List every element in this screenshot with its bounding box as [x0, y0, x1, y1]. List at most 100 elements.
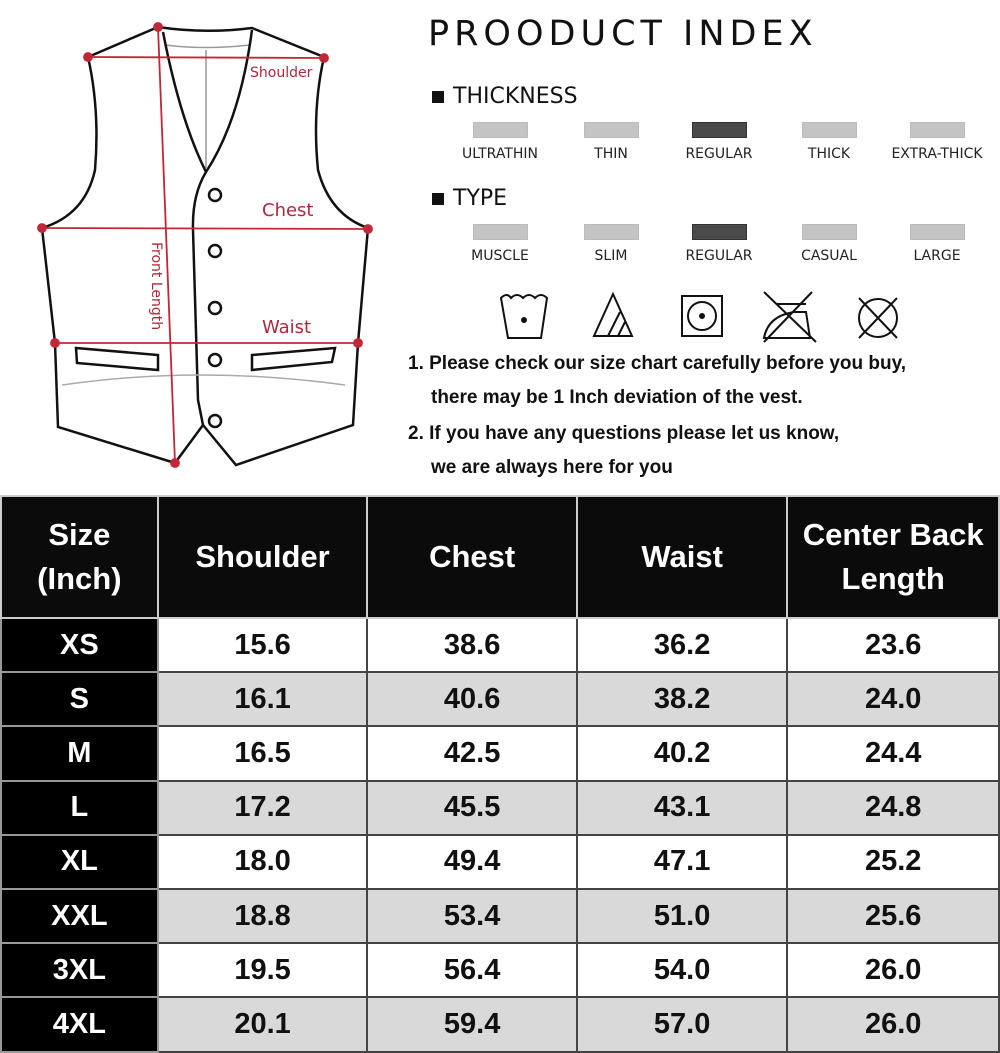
value-cell: 47.1: [575, 833, 789, 890]
type-label: TYPE: [453, 186, 508, 211]
value-cell: 17.2: [156, 779, 369, 836]
value-cell: 20.1: [156, 996, 369, 1053]
hand-wash-icon: [499, 294, 549, 339]
front-length-label: Front Length: [148, 242, 164, 330]
table-row: S 16.1 40.6 38.2 24.0: [0, 671, 1000, 728]
swatch: [801, 122, 857, 138]
value-cell: 16.1: [156, 671, 369, 728]
value-cell: 40.6: [366, 671, 578, 728]
value-cell: 36.2: [575, 616, 789, 674]
size-cell: 3XL: [0, 942, 159, 999]
swatch: [909, 224, 965, 240]
swatch: [472, 224, 528, 240]
value-cell: 25.6: [786, 887, 1000, 945]
value-cell: 25.2: [786, 833, 1000, 890]
column-header: Shoulder: [156, 495, 369, 619]
option-label: THIN: [594, 146, 628, 162]
value-cell: 38.6: [366, 616, 578, 674]
type-option: LARGE: [882, 224, 992, 264]
column-header: Size (Inch): [0, 495, 159, 619]
swatch: [909, 122, 965, 138]
value-cell: 43.1: [575, 779, 789, 836]
table-row: 4XL 20.1 59.4 57.0 26.0: [0, 996, 1000, 1053]
size-cell: S: [0, 671, 159, 728]
value-cell: 49.4: [366, 833, 578, 890]
thickness-option: ULTRATHIN: [445, 122, 555, 162]
value-cell: 16.5: [156, 725, 369, 782]
thickness-heading: THICKNESS: [432, 84, 578, 109]
value-cell: 23.6: [786, 616, 1000, 674]
tumble-dry-icon: [681, 295, 723, 337]
value-cell: 19.5: [156, 942, 369, 999]
waist-label: Waist: [262, 317, 311, 338]
note-1: 1. Please check our size chart carefully…: [408, 353, 907, 374]
option-label: CASUAL: [801, 248, 857, 264]
size-chart-table: Size (Inch) Shoulder Chest Waist Center Back L…: [0, 495, 1000, 1053]
value-cell: 59.4: [366, 996, 578, 1053]
thickness-option: THICK: [774, 122, 884, 162]
table-row: XS 15.6 38.6 36.2 23.6: [0, 616, 1000, 674]
table-row: M 16.5 42.5 40.2 24.4: [0, 725, 1000, 782]
swatch: [472, 122, 528, 138]
thickness-option: REGULAR: [664, 122, 774, 162]
value-cell: 40.2: [575, 725, 789, 782]
table-row: XXL 18.8 53.4 51.0 25.6: [0, 887, 1000, 945]
option-label: EXTRA-THICK: [891, 146, 983, 162]
type-option: CASUAL: [774, 224, 884, 264]
value-cell: 57.0: [575, 996, 789, 1053]
do-not-iron-icon: [762, 291, 817, 343]
option-label: REGULAR: [685, 248, 753, 264]
type-option: MUSCLE: [445, 224, 555, 264]
value-cell: 54.0: [575, 942, 789, 999]
vest-diagram: Shoulder Chest Waist Front Length: [37, 22, 373, 468]
column-header: Waist: [575, 495, 789, 619]
swatch: [583, 122, 639, 138]
type-option: SLIM: [556, 224, 666, 264]
value-cell: 15.6: [156, 616, 369, 674]
column-header: Center Back Length: [786, 495, 1000, 619]
value-cell: 26.0: [786, 942, 1000, 999]
size-cell: M: [0, 725, 159, 782]
value-cell: 24.0: [786, 671, 1000, 728]
table-row: 3XL 19.5 56.4 54.0 26.0: [0, 942, 1000, 999]
option-label: REGULAR: [685, 146, 753, 162]
note-1-cont: there may be 1 Inch deviation of the ves…: [431, 387, 803, 408]
type-option: REGULAR: [664, 224, 774, 264]
table-row: XL 18.0 49.4 47.1 25.2: [0, 833, 1000, 890]
thickness-label: THICKNESS: [453, 84, 578, 109]
value-cell: 51.0: [575, 887, 789, 945]
size-cell: XXL: [0, 887, 159, 945]
value-cell: 56.4: [366, 942, 578, 999]
bullet-square-icon: [432, 192, 444, 205]
value-cell: 53.4: [366, 887, 578, 945]
thickness-option: EXTRA-THICK: [882, 122, 992, 162]
size-cell: L: [0, 779, 159, 836]
thickness-option: THIN: [556, 122, 666, 162]
swatch: [801, 224, 857, 240]
size-cell: 4XL: [0, 996, 159, 1053]
size-cell: XS: [0, 616, 159, 674]
do-not-dry-clean-icon: [858, 297, 898, 339]
value-cell: 38.2: [575, 671, 789, 728]
note-2-cont: we are always here for you: [431, 457, 673, 478]
size-cell: XL: [0, 833, 159, 890]
swatch: [583, 224, 639, 240]
chest-label: Chest: [262, 200, 314, 221]
value-cell: 26.0: [786, 996, 1000, 1053]
type-heading: TYPE: [432, 186, 507, 211]
value-cell: 42.5: [366, 725, 578, 782]
bleach-icon: [592, 291, 634, 337]
value-cell: 18.0: [156, 833, 369, 890]
shoulder-label: Shoulder: [250, 65, 313, 81]
product-index-title: PROODUCT INDEX: [428, 14, 818, 54]
column-header: Chest: [366, 495, 578, 619]
value-cell: 18.8: [156, 887, 369, 945]
option-label: SLIM: [594, 248, 628, 264]
value-cell: 24.4: [786, 725, 1000, 782]
note-2: 2. If you have any questions please let …: [408, 423, 840, 444]
bullet-square-icon: [432, 90, 444, 103]
measure-lines: [37, 22, 373, 468]
vest-outline: [40, 25, 370, 467]
swatch: [691, 224, 747, 240]
value-cell: 24.8: [786, 779, 1000, 836]
